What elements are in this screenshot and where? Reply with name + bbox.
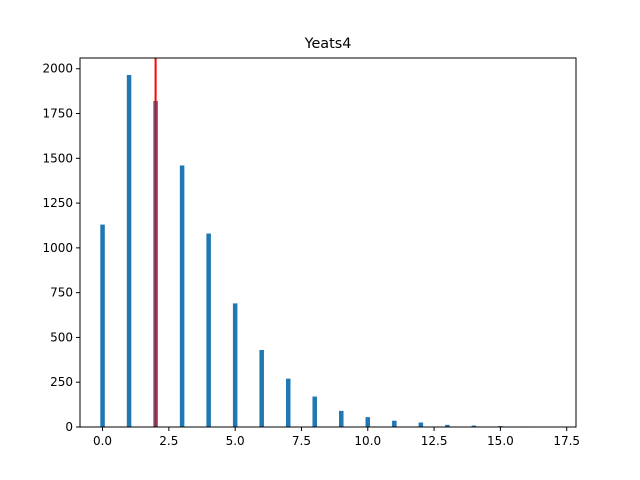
x-tick-label: 12.5: [421, 434, 448, 448]
chart-title: Yeats4: [304, 36, 352, 52]
bars-layer: [100, 75, 556, 428]
histogram-bar: [365, 417, 371, 427]
y-tick-label: 250: [50, 375, 73, 389]
y-tick-label: 2000: [42, 62, 73, 76]
histogram-bar: [471, 425, 477, 427]
y-tick-label: 1500: [42, 151, 73, 165]
histogram-bar: [445, 424, 450, 427]
histogram-bar: [285, 378, 291, 427]
histogram-bar: [179, 165, 185, 428]
histogram-bar: [312, 396, 317, 427]
x-tick-label: 15.0: [487, 434, 514, 448]
histogram-bar: [392, 420, 397, 427]
x-tick-label: 7.5: [292, 434, 311, 448]
histogram-bar: [100, 224, 105, 427]
histogram-bar: [418, 422, 424, 427]
x-tick-label: 5.0: [226, 434, 245, 448]
y-tick-label: 1750: [42, 107, 73, 121]
histogram-bar: [339, 410, 344, 427]
y-axis-ticks: 0 250 500 750 1000 1250 1500 1750 2000: [42, 62, 80, 434]
y-tick-label: 1250: [42, 196, 73, 210]
x-axis-ticks: 0.0 2.5 5.0 7.5 10.0 12.5 15.0 17.5: [93, 427, 580, 448]
histogram-bar: [126, 75, 132, 428]
y-tick-label: 1000: [42, 241, 73, 255]
y-tick-label: 0: [65, 420, 73, 434]
x-tick-label: 17.5: [553, 434, 580, 448]
y-tick-label: 750: [50, 286, 73, 300]
x-tick-label: 2.5: [159, 434, 178, 448]
y-tick-label: 500: [50, 330, 73, 344]
histogram-bar: [259, 349, 264, 427]
x-tick-label: 10.0: [354, 434, 381, 448]
axes-frame: [79, 57, 577, 428]
x-tick-label: 0.0: [93, 434, 112, 448]
histogram-bar: [232, 303, 238, 427]
histogram-bar: [206, 233, 211, 427]
